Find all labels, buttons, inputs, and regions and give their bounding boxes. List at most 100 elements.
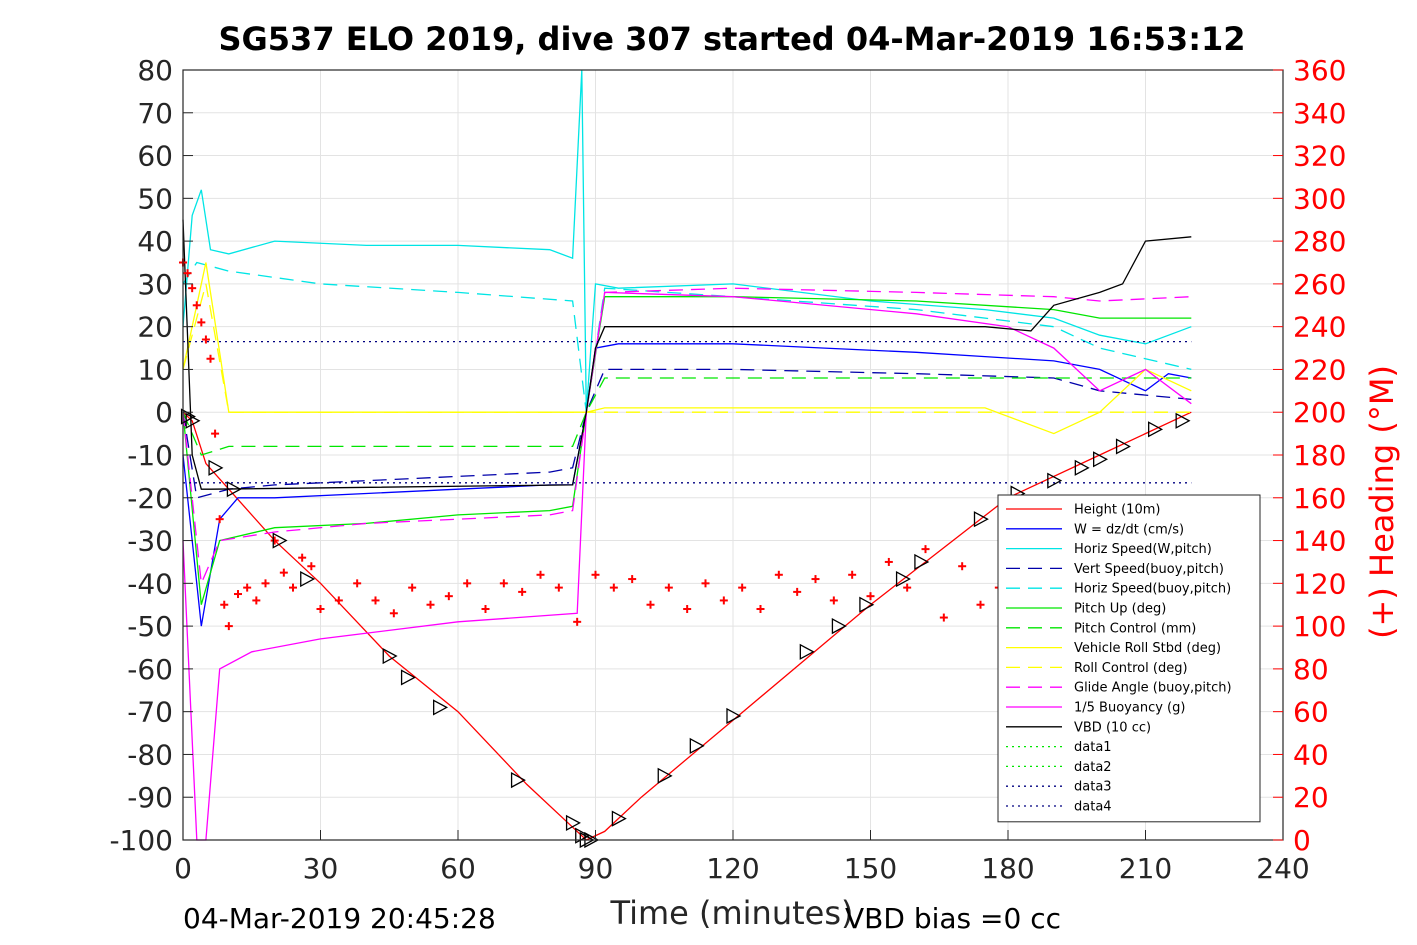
series-pitch-control-mm [182, 377, 1192, 456]
height-marker [433, 699, 449, 716]
heading-point [481, 605, 490, 613]
series-vert-speed-buoy-pitch [182, 368, 1192, 499]
height-marker [799, 643, 815, 660]
y-tick-label: -60 [127, 653, 173, 686]
heading-point [591, 570, 600, 579]
y-right-tick-label: 340 [1293, 97, 1346, 130]
heading-point [811, 575, 820, 584]
y-tick-label: -70 [127, 696, 173, 729]
heading-point [609, 583, 618, 592]
footer-timestamp: 04-Mar-2019 20:45:28 [183, 902, 496, 935]
legend-label: data4 [1074, 800, 1112, 815]
y-tick-label: 60 [137, 140, 173, 173]
heading-point [279, 568, 288, 577]
series-height-10m [182, 411, 1192, 841]
heading-point [499, 579, 508, 588]
height-marker [208, 459, 224, 476]
heading-point [224, 622, 233, 631]
legend-label: Vehicle Roll Stbd (deg) [1074, 641, 1221, 656]
y-right-tick-label: 160 [1293, 482, 1346, 515]
series-vehicle-roll-stbd-deg [182, 262, 1192, 435]
x-tick-label: 180 [981, 852, 1034, 885]
legend: Height (10m) W = dz/dt (cm/s) Horiz Speed(… [997, 494, 1261, 823]
heading-point [463, 579, 472, 588]
x-tick-label: 60 [440, 852, 476, 885]
y-tick-label: 40 [137, 225, 173, 258]
heading-point [848, 570, 857, 579]
x-tick-label: 240 [1256, 852, 1309, 885]
heading-point [646, 600, 655, 609]
series-horiz-speed-buoy-pitch [182, 261, 1192, 413]
height-marker [180, 408, 196, 425]
y-right-tick-label: 0 [1293, 824, 1311, 857]
heading-point [738, 583, 747, 592]
y-right-tick-label: 60 [1293, 696, 1329, 729]
y-tick-label: 10 [137, 353, 173, 386]
series-glide-angle-buoy-pitch [182, 287, 1192, 586]
heading-point [903, 583, 912, 592]
height-marker [726, 707, 742, 725]
legend-label: data2 [1074, 760, 1112, 775]
legend-label: Pitch Control (mm) [1074, 621, 1196, 636]
heading-point [307, 562, 316, 571]
y-right-tick-label: 320 [1293, 140, 1346, 173]
height-marker [831, 618, 847, 635]
heading-point [939, 613, 948, 622]
heading-point [201, 335, 210, 344]
height-marker [657, 767, 673, 784]
heading-point [298, 553, 307, 562]
height-marker [272, 532, 288, 549]
series-roll-control-deg [182, 283, 1192, 413]
chart-title: SG537 ELO 2019, dive 307 started 04-Mar-… [218, 20, 1245, 58]
height-marker [565, 814, 581, 831]
y-right-tick-label: 120 [1293, 567, 1346, 600]
y-tick-label: 30 [137, 268, 173, 301]
heading-point [316, 605, 325, 613]
heading-point [719, 596, 728, 605]
heading-point [220, 600, 229, 609]
legend-label: Horiz Speed(W,pitch) [1074, 542, 1212, 557]
height-marker [226, 481, 242, 498]
y-tick-label: 0 [155, 396, 173, 429]
y-axis-right-label: (+) Heading (°M) [1363, 365, 1401, 639]
height-marker [382, 647, 398, 665]
heading-point [215, 515, 224, 524]
y-right-tick-label: 180 [1293, 439, 1346, 472]
height-marker [400, 669, 416, 686]
height-marker [1047, 472, 1063, 489]
heading-point [628, 575, 637, 584]
y-tick-label: -20 [127, 482, 173, 515]
legend-label: data3 [1074, 780, 1112, 795]
height-marker [1115, 438, 1131, 455]
heading-point [192, 301, 201, 310]
heading-point [426, 600, 435, 609]
heading-point [793, 587, 802, 596]
height-marker [859, 596, 875, 613]
heading-point [197, 318, 206, 327]
y-right-tick-label: 40 [1293, 738, 1329, 771]
x-tick-label: 0 [174, 852, 192, 885]
y-right-tick-label: 360 [1293, 54, 1346, 87]
legend-label: data1 [1074, 740, 1112, 755]
heading-point [573, 617, 582, 626]
x-tick-label: 210 [1119, 852, 1172, 885]
y-tick-label: -30 [127, 525, 173, 558]
heading-point [958, 562, 967, 571]
y-right-tick-label: 260 [1293, 268, 1346, 301]
footer-vbd-bias: VBD bias =0 cc [845, 902, 1061, 935]
y-axis-right: 3603403203002802602402202001801601401201… [1273, 54, 1346, 857]
heading-point [183, 269, 192, 278]
legend-label: W = dz/dt (cm/s) [1074, 522, 1184, 537]
x-tick-label: 90 [578, 852, 614, 885]
y-tick-label: -10 [127, 439, 173, 472]
heading-point [234, 590, 242, 599]
height-marker [689, 737, 705, 754]
heading-point [353, 579, 362, 588]
y-tick-label: -40 [127, 567, 173, 600]
y-tick-label: 50 [137, 182, 173, 215]
heading-point [884, 557, 893, 566]
x-tick-label: 150 [844, 852, 897, 885]
heading-point [371, 596, 380, 605]
height-marker [1175, 412, 1191, 429]
